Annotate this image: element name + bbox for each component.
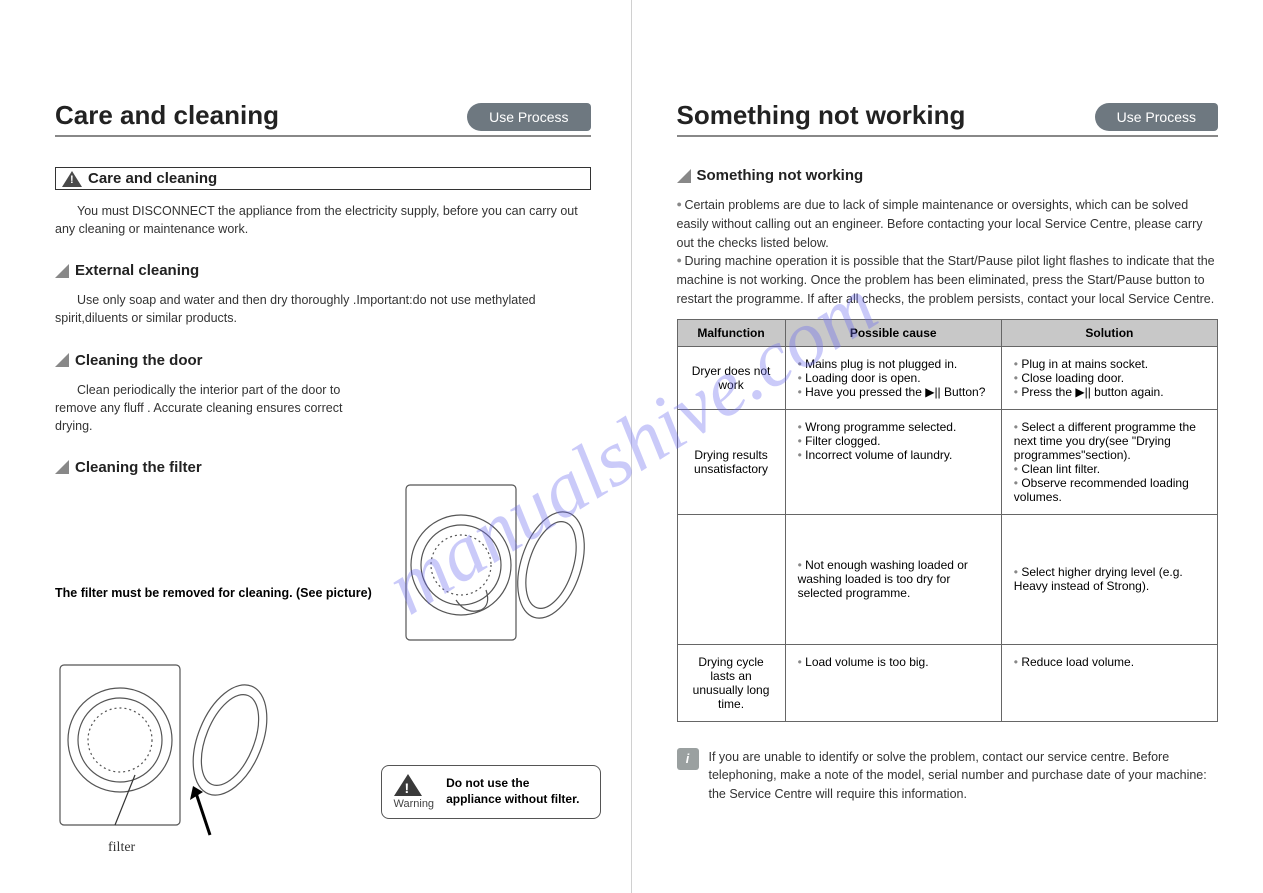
cell-solution: Select higher drying level (e.g. Heavy i…	[1001, 514, 1217, 644]
table-row: Not enough washing loaded or washing loa…	[677, 514, 1218, 644]
warning-triangle-icon	[394, 774, 422, 796]
triangle-icon	[55, 353, 69, 367]
warning-box: Warning Do not use the appliance without…	[381, 765, 601, 819]
body-text: You must DISCONNECT the appliance from t…	[55, 202, 591, 238]
triangle-icon	[55, 264, 69, 278]
section-something-not-working: Something not working	[677, 167, 1219, 184]
cell-cause: Wrong programme selected.Filter clogged.…	[785, 409, 1001, 514]
section-label: Cleaning the filter	[75, 459, 202, 476]
cell-solution: Reduce load volume.	[1001, 644, 1217, 721]
body-text: Use only soap and water and then dry tho…	[55, 291, 591, 327]
th-solution: Solution	[1001, 319, 1217, 346]
body-text: Clean periodically the interior part of …	[55, 381, 355, 435]
triangle-icon	[677, 169, 691, 183]
cell-cause: Mains plug is not plugged in.Loading doo…	[785, 346, 1001, 409]
section-label: External cleaning	[75, 262, 199, 279]
section-label: Something not working	[697, 167, 864, 184]
section-label: Cleaning the door	[75, 352, 203, 369]
warning-label: Warning	[394, 798, 435, 810]
bullet-item: Certain problems are due to lack of simp…	[677, 196, 1219, 252]
triangle-icon	[55, 460, 69, 474]
cell-cause: Load volume is too big.	[785, 644, 1001, 721]
th-cause: Possible cause	[785, 319, 1001, 346]
info-icon: i	[677, 748, 699, 770]
section-cleaning-filter: Cleaning the filter	[55, 459, 591, 476]
table-row: Drying results unsatisfactoryWrong progr…	[677, 409, 1218, 514]
cell-malfunction: Dryer does not work	[677, 346, 785, 409]
page-title-right: Something not working	[677, 100, 966, 131]
table-row: Drying cycle lasts an unusually long tim…	[677, 644, 1218, 721]
manual-spread: Care and cleaning Use Process Care and c…	[0, 0, 1263, 893]
section-care-cleaning: Care and cleaning	[55, 167, 591, 190]
warning-text: Do not use the appliance without filter.	[446, 776, 587, 807]
info-block: i If you are unable to identify or solve…	[677, 748, 1219, 804]
bullet-item: During machine operation it is possible …	[677, 252, 1219, 308]
dryer-illustration-top	[401, 480, 601, 650]
filter-label: filter	[108, 840, 135, 856]
intro-bullets: Certain problems are due to lack of simp…	[677, 196, 1219, 309]
table-row: Dryer does not workMains plug is not plu…	[677, 346, 1218, 409]
section-external-cleaning: External cleaning	[55, 262, 591, 279]
cell-malfunction: Drying results unsatisfactory	[677, 409, 785, 514]
th-malfunction: Malfunction	[677, 319, 785, 346]
cell-solution: Select a different programme the next ti…	[1001, 409, 1217, 514]
dryer-illustration-bottom	[55, 660, 285, 840]
cell-solution: Plug in at mains socket.Close loading do…	[1001, 346, 1217, 409]
page-title-left: Care and cleaning	[55, 100, 279, 131]
page-header-right: Something not working Use Process	[677, 100, 1219, 137]
section-label: Care and cleaning	[88, 170, 217, 187]
warning-icon	[62, 171, 82, 187]
tab-badge-left: Use Process	[467, 103, 590, 131]
tab-badge-right: Use Process	[1095, 103, 1218, 131]
page-header-left: Care and cleaning Use Process	[55, 100, 591, 137]
page-right: Something not working Use Process Someth…	[632, 0, 1263, 893]
page-left: Care and cleaning Use Process Care and c…	[0, 0, 632, 893]
info-text: If you are unable to identify or solve t…	[709, 748, 1219, 804]
section-cleaning-door: Cleaning the door	[55, 352, 591, 369]
cell-cause: Not enough washing loaded or washing loa…	[785, 514, 1001, 644]
cell-malfunction: Drying cycle lasts an unusually long tim…	[677, 644, 785, 721]
cell-malfunction	[677, 514, 785, 644]
troubleshooting-table: Malfunction Possible cause Solution Drye…	[677, 319, 1219, 722]
